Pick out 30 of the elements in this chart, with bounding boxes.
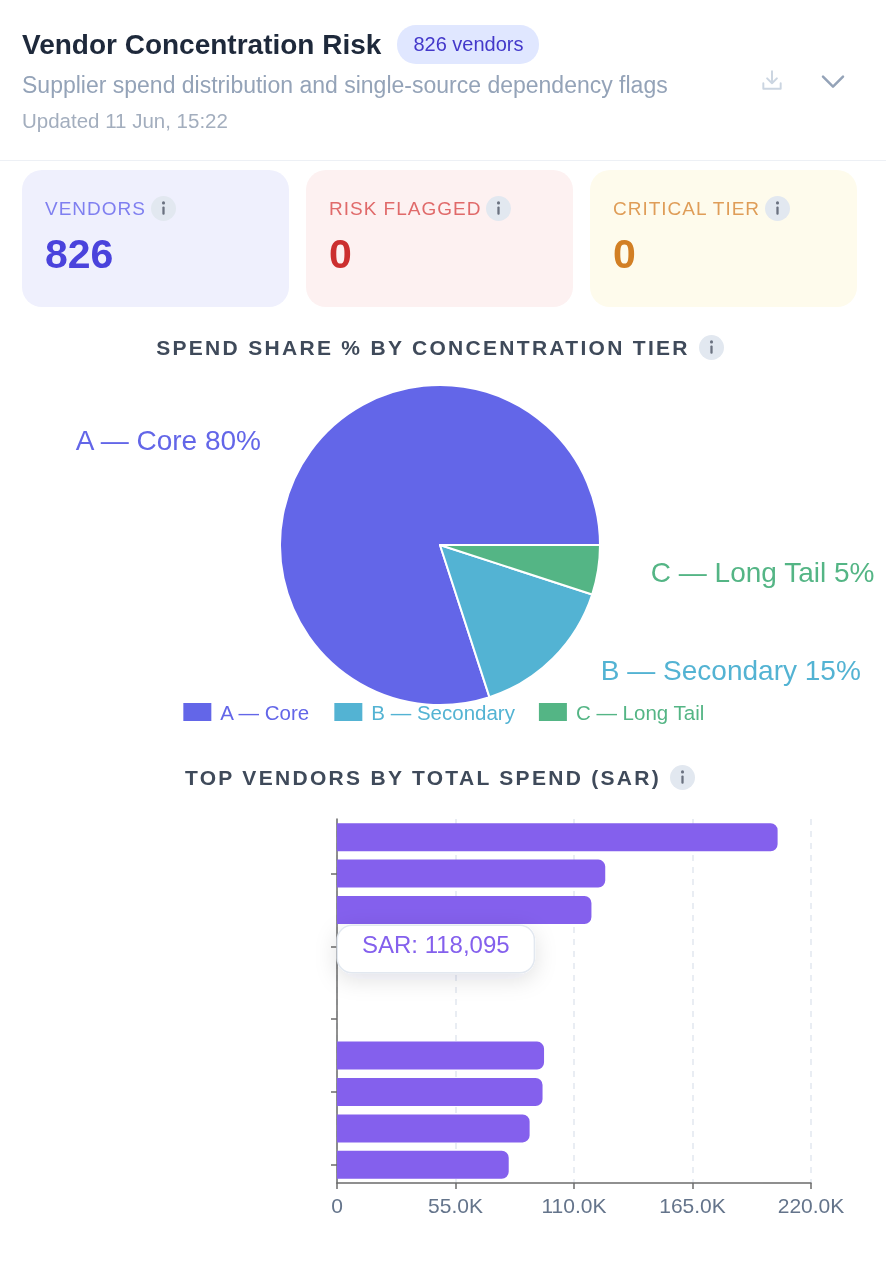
x-tick-label: 165.0K (659, 1194, 726, 1217)
bar (337, 1114, 530, 1143)
text: 826 vendors (397, 25, 540, 64)
bar (337, 1150, 509, 1179)
text: Supplier spend distribution and single-source dependency flags (22, 72, 668, 99)
chart-title: TOP VENDORS BY TOTAL SPEND (SAR) (184, 765, 662, 790)
legend-label: A — Core (220, 700, 310, 724)
category-label: C — Long Tail 5% (650, 557, 875, 589)
legend-label: B — Secondary (371, 700, 516, 724)
text: 826 (45, 231, 114, 278)
x-tick-label: 55.0K (428, 1194, 483, 1217)
text: Updated 11 Jun, 15:22 (22, 109, 228, 133)
category-label: A — Core 80% (75, 424, 261, 456)
text: 0 (329, 231, 352, 278)
x-tick-label: 110.0K (541, 1194, 607, 1217)
bar (337, 823, 778, 852)
x-tick-label: 220.0K (777, 1194, 845, 1217)
category-label: B — Secondary 15% (600, 655, 861, 687)
x-tick-label: 0 (331, 1194, 343, 1217)
text: 0 (613, 231, 636, 278)
text: CRITICAL TIER (613, 197, 761, 220)
text: VENDORS (45, 197, 146, 220)
chart-title: SPEND SHARE % BY CONCENTRATION TIER (156, 335, 690, 360)
text: Vendor Concentration Risk (22, 28, 382, 61)
bar (337, 1041, 545, 1070)
data-label: SAR: 118,095 (362, 930, 510, 958)
bar (337, 859, 606, 888)
text: RISK FLAGGED (329, 197, 482, 220)
legend-label: C — Long Tail (575, 700, 705, 724)
bar (337, 1078, 543, 1106)
